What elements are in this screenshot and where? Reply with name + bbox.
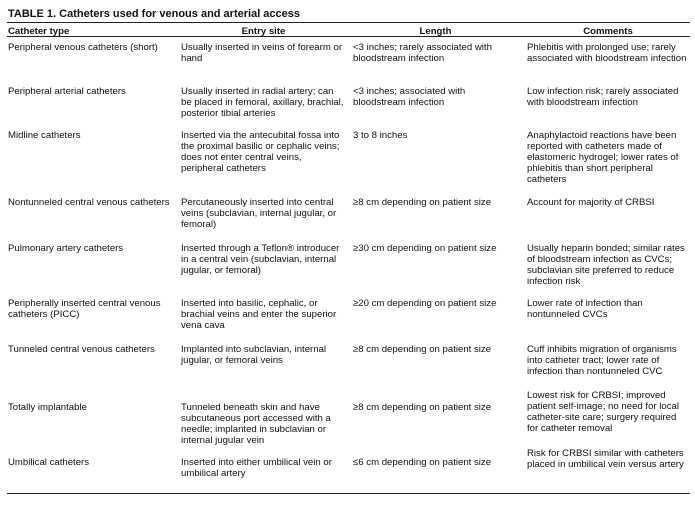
- column-header: Catheter type: [8, 26, 70, 37]
- table-cell: Peripheral arterial catheters: [8, 86, 126, 97]
- table-cell: Inserted through a Teflon® introducer in…: [181, 243, 340, 276]
- table-cell: Account for majority of CRBSI: [527, 197, 655, 208]
- table-cell: ≥8 cm depending on patient size: [353, 197, 492, 208]
- table-cell: ≥8 cm depending on patient size: [353, 344, 492, 355]
- table-cell: ≥8 cm depending on patient size: [353, 402, 492, 413]
- table-cell: Inserted into either umbilical vein or u…: [181, 457, 332, 479]
- table-cell: Tunneled beneath skin and have subcutane…: [181, 402, 331, 446]
- table-cell: Totally implantable: [8, 402, 87, 413]
- column-header: Entry site: [241, 26, 286, 37]
- column-header: Length: [419, 26, 452, 37]
- table-cell: ≥20 cm depending on patient size: [353, 298, 497, 309]
- table-cell: Pulmonary artery catheters: [8, 243, 124, 254]
- rule: [7, 493, 690, 494]
- table-cell: Anaphylactoid reactions have been report…: [527, 130, 679, 185]
- table-cell: Midline catheters: [8, 130, 81, 141]
- rule: [7, 22, 690, 23]
- table-cell: Lowest risk for CRBSI; improved patient …: [527, 390, 679, 434]
- table-cell: Peripherally inserted central venous cat…: [8, 298, 161, 320]
- table-cell: Inserted via the antecubital fossa into …: [181, 130, 340, 174]
- table-cell: Nontunneled central venous catheters: [8, 197, 170, 208]
- table-cell: <3 inches; rarely associated with bloods…: [353, 42, 492, 64]
- table-title: TABLE 1. Catheters used for venous and a…: [8, 8, 301, 20]
- table-cell: ≥30 cm depending on patient size: [353, 243, 497, 254]
- table-cell: ≤6 cm depending on patient size: [353, 457, 492, 468]
- table-cell: Umbilical catheters: [8, 457, 90, 468]
- table-cell: Implanted into subclavian, internal jugu…: [181, 344, 327, 366]
- table-cell: Tunneled central venous catheters: [8, 344, 155, 355]
- table-cell: Phlebitis with prolonged use; rarely ass…: [527, 42, 687, 64]
- table-cell: Peripheral venous catheters (short): [8, 42, 158, 53]
- table-cell: Lower rate of infection than nontunneled…: [527, 298, 643, 320]
- table-cell: Usually heparin bonded; similar rates of…: [527, 243, 685, 287]
- rule: [7, 36, 690, 37]
- table-cell: 3 to 8 inches: [353, 130, 408, 141]
- table-cell: Risk for CRBSI similar with catheters pl…: [527, 448, 684, 470]
- table-cell: Percutaneously inserted into central vei…: [181, 197, 337, 230]
- table-cell: Usually inserted in radial artery; can b…: [181, 86, 344, 119]
- table-cell: Inserted into basilic, cephalic, or brac…: [181, 298, 337, 331]
- column-header: Comments: [583, 26, 633, 37]
- table-cell: Usually inserted in veins of forearm or …: [181, 42, 343, 64]
- table-cell: Low infection risk; rarely associated wi…: [527, 86, 679, 108]
- table-cell: Cuff inhibits migration of organisms int…: [527, 344, 677, 377]
- table-cell: <3 inches; associated with bloodstream i…: [353, 86, 466, 108]
